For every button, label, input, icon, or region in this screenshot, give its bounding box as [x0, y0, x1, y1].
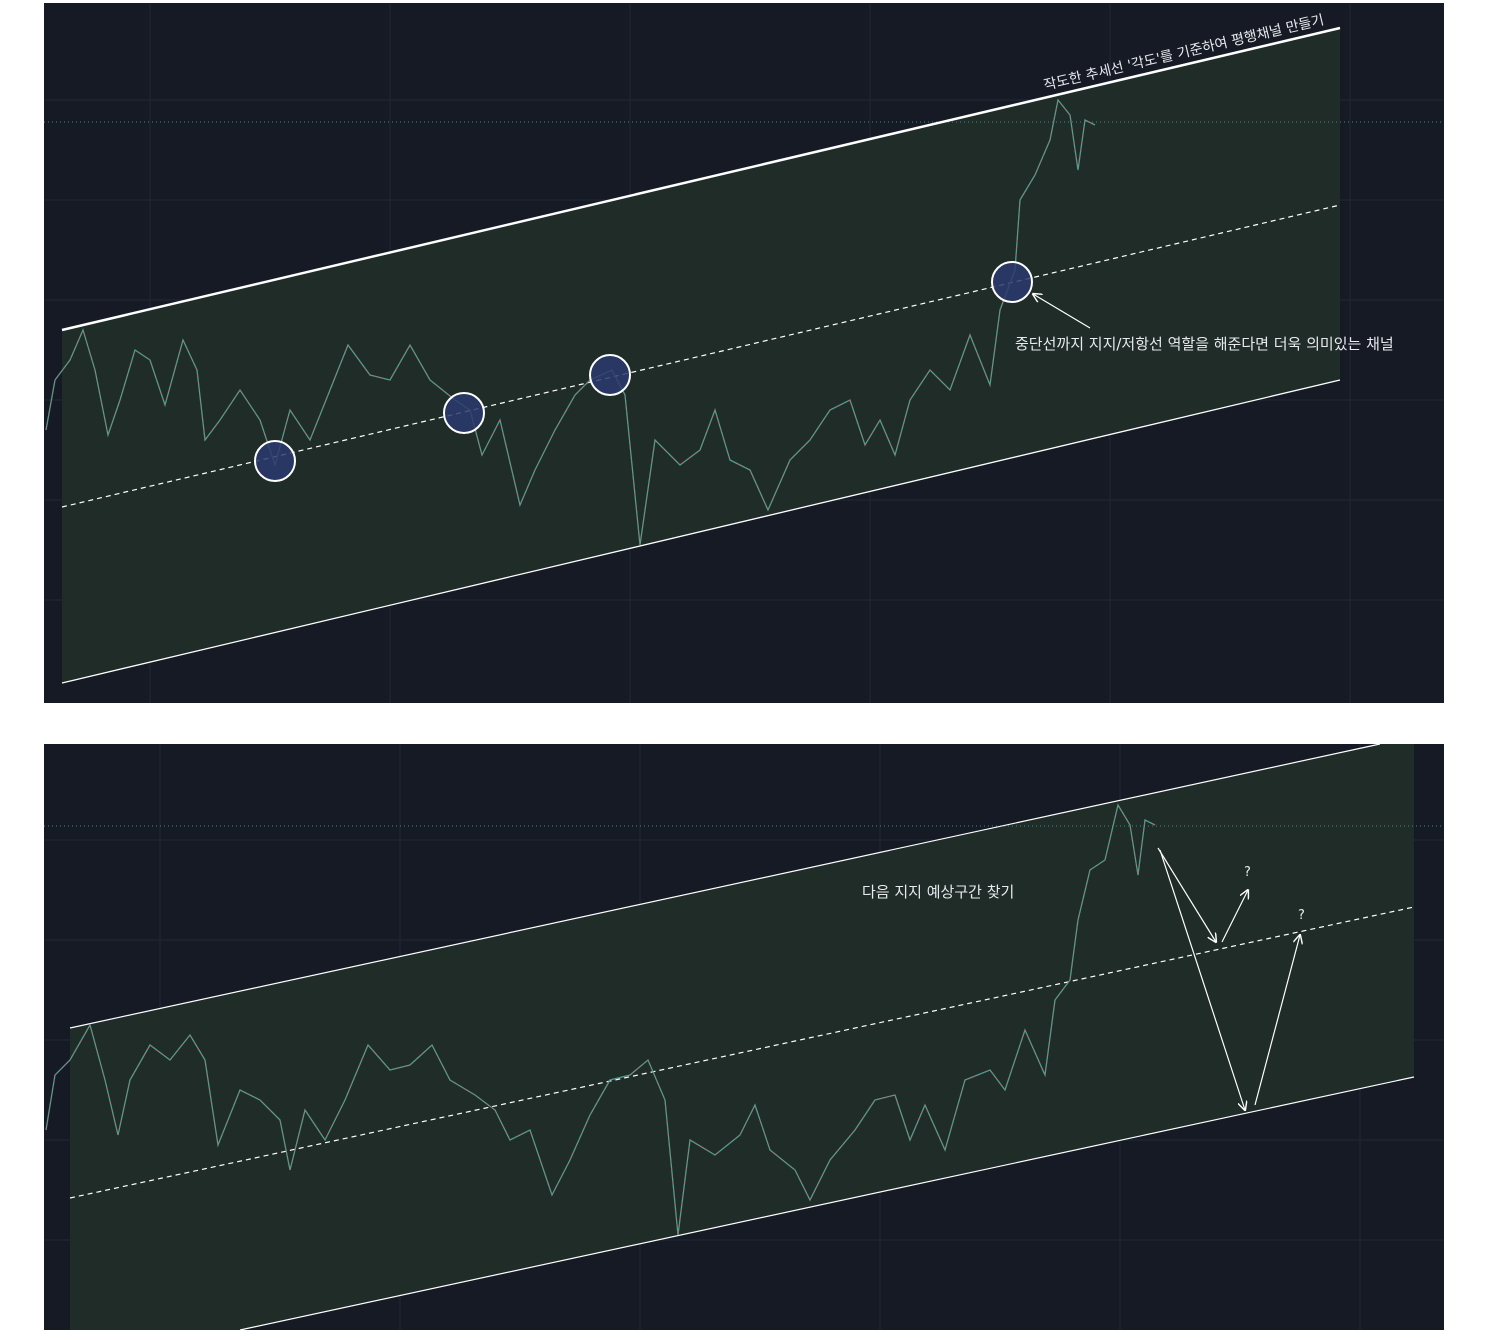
note: 중단선까지 지지/저항선 역할을 해준다면 더욱 의미있는 채널	[1015, 335, 1394, 353]
channel-upper	[69, 743, 1381, 1029]
chart-panel-2: 다음 지지 예상구간 찾기 ? ?	[44, 743, 1444, 1331]
caption: 다음 지지 예상구간 찾기	[862, 883, 1014, 901]
touch-circles	[254, 261, 1033, 482]
chart-panel-1: 작도한 추세선 '각도'를 기준하여 평행채널 만들기 중단선까지 지지/저항선…	[44, 3, 1444, 703]
channel-lower	[239, 1076, 1415, 1331]
question-mark: ?	[1298, 908, 1305, 923]
price-line	[45, 98, 1096, 546]
channel-fill	[70, 744, 1414, 1330]
channel-upper	[61, 26, 1341, 332]
price-line-shadow	[45, 803, 1156, 1236]
channel-fill	[62, 28, 1340, 683]
question-mark: ?	[1244, 865, 1251, 880]
channel-lower	[61, 379, 1341, 684]
channel-midline	[69, 906, 1415, 1199]
arrow	[1033, 294, 1091, 329]
scenario-arrows	[1157, 847, 1300, 1110]
